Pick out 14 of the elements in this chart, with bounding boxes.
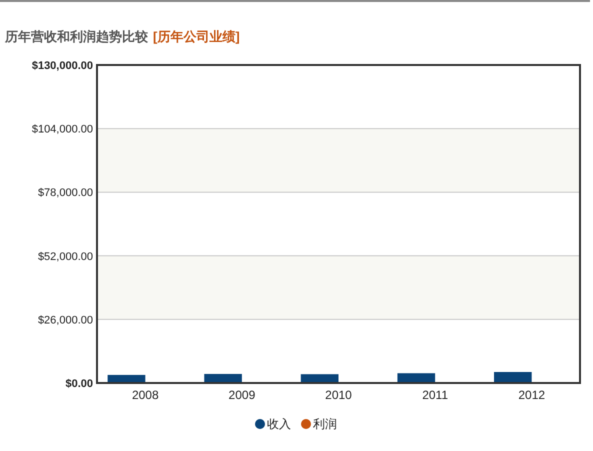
x-tick-label: 2010 (325, 388, 352, 402)
y-tick-label: $78,000.00 (38, 187, 93, 200)
y-tick-label: $26,000.00 (38, 314, 93, 326)
y-tick-label: $52,000.00 (38, 250, 93, 263)
y-tick-label: $104,000.00 (32, 124, 93, 136)
y-tick-label: $130,000.00 (32, 60, 93, 72)
x-tick-label: 2011 (422, 388, 448, 402)
x-tick-label: 2012 (518, 388, 546, 402)
x-tick-label: 2009 (228, 388, 256, 402)
legend-label: 收入 (267, 417, 291, 431)
x-tick-label: 2008 (132, 388, 159, 402)
title: 历年营收和利润趋势比较 [历年公司业绩] (5, 29, 240, 44)
legend-label: 利润 (313, 417, 337, 431)
y-tick-label: $0.00 (65, 378, 93, 390)
